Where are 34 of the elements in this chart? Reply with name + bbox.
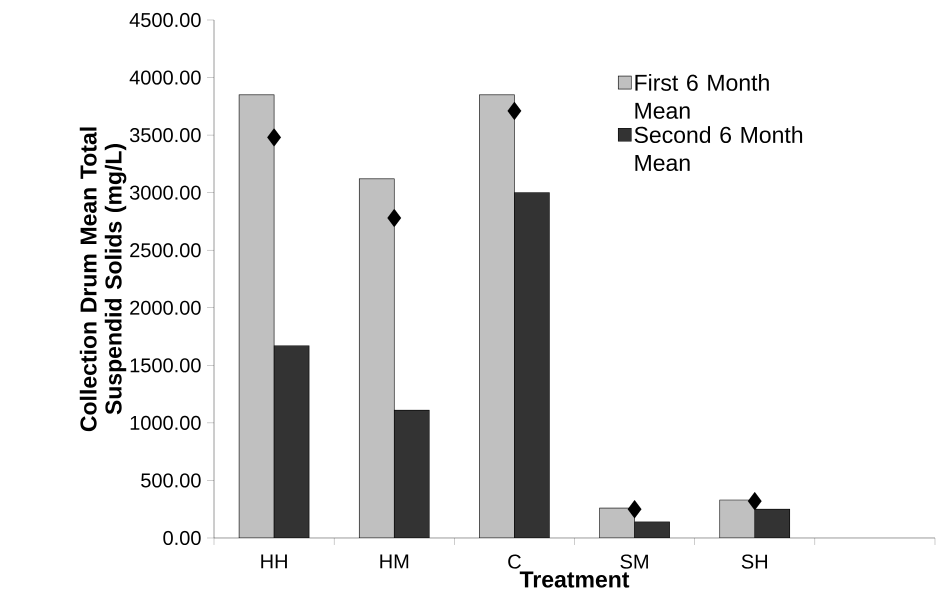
x-tick-label: SH	[742, 554, 768, 569]
bar	[274, 346, 310, 538]
y-tick-label: 500.00	[141, 473, 201, 488]
y-tick-label: 3500.00	[130, 128, 201, 142]
y-tick-label: 2500.00	[130, 243, 201, 258]
bar	[479, 94, 514, 538]
bar	[359, 178, 394, 538]
legend-label: Second 6 Month Mean	[634, 126, 802, 172]
y-tick-label: 3000.00	[130, 186, 201, 200]
y-tick-label: 4000.00	[130, 70, 201, 85]
x-tick-label: SM	[620, 554, 648, 569]
x-axis-title: Treatment	[520, 572, 630, 588]
bar	[394, 410, 430, 538]
legend-label: First 6 Month Mean	[635, 74, 769, 119]
bar	[754, 508, 790, 538]
y-tick-label: 1000.00	[130, 416, 201, 430]
x-tick-label: HM	[380, 554, 408, 568]
bar	[719, 500, 756, 538]
bar	[634, 522, 670, 538]
point	[628, 500, 642, 518]
x-tick-label: C	[508, 554, 521, 569]
bar	[514, 192, 550, 538]
point	[507, 102, 522, 120]
y-tick-label: 0.00	[163, 530, 201, 546]
bar	[600, 508, 635, 538]
y-tick-label: 1500.00	[130, 358, 201, 372]
point	[748, 492, 762, 510]
y-tick-label: 2000.00	[130, 300, 201, 315]
point	[267, 128, 282, 147]
y-tick-label: 4500.00	[130, 12, 201, 28]
bar	[239, 94, 274, 538]
point	[387, 208, 402, 228]
y-axis-title: Collection Drum Mean Total Suspendid Solids (mg/L)	[80, 127, 126, 432]
x-tick-label: HH	[261, 554, 287, 568]
